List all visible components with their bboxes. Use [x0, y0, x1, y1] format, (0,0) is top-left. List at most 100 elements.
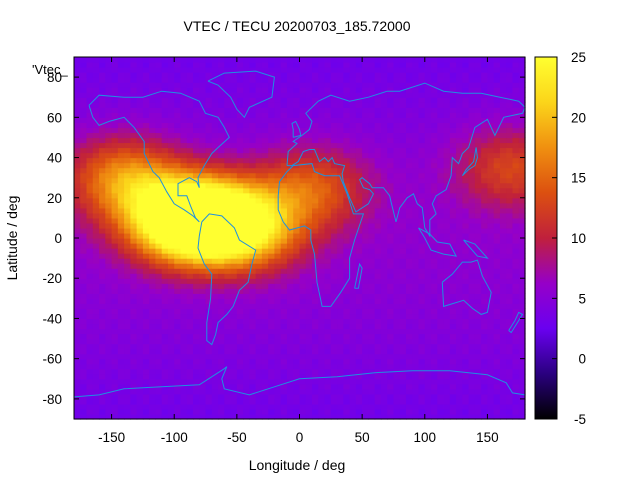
heatmap-cell	[117, 333, 125, 340]
heatmap-cell	[86, 348, 94, 355]
heatmap-cell	[268, 187, 276, 194]
heatmap-cell	[286, 353, 294, 360]
heatmap-cell	[193, 288, 200, 294]
heatmap-cell	[142, 368, 150, 375]
heatmap-cell	[449, 278, 457, 284]
heatmap-cell	[330, 227, 338, 234]
heatmap-cell	[299, 373, 307, 380]
heatmap-cell	[205, 207, 213, 214]
heatmap-cell	[105, 348, 113, 355]
heatmap-cell	[211, 363, 219, 370]
heatmap-cell	[437, 318, 445, 325]
heatmap-cell	[249, 298, 257, 304]
heatmap-cell	[117, 288, 125, 294]
heatmap-cell	[268, 67, 276, 73]
heatmap-cell	[180, 258, 188, 264]
heatmap-cell	[136, 243, 144, 249]
heatmap-cell	[481, 368, 489, 375]
heatmap-cell	[230, 162, 238, 169]
heatmap-cell	[130, 348, 138, 355]
heatmap-cell	[318, 67, 326, 73]
heatmap-cell	[343, 127, 351, 134]
heatmap-cell	[211, 408, 219, 415]
heatmap-cell	[405, 107, 413, 113]
heatmap-cell	[124, 278, 131, 284]
heatmap-cell	[218, 77, 225, 83]
heatmap-cell	[155, 97, 163, 103]
heatmap-cell	[368, 373, 376, 380]
heatmap-cell	[405, 263, 413, 269]
heatmap-cell	[349, 248, 357, 254]
heatmap-cell	[493, 157, 501, 164]
heatmap-cell	[330, 97, 338, 103]
heatmap-cell	[330, 393, 338, 400]
heatmap-cell	[387, 152, 395, 159]
heatmap-cell	[261, 358, 269, 365]
heatmap-cell	[405, 283, 413, 289]
heatmap-cell	[299, 117, 307, 123]
heatmap-cell	[74, 298, 81, 304]
heatmap-cell	[186, 72, 194, 78]
heatmap-cell	[111, 343, 119, 350]
heatmap-cell	[142, 87, 150, 93]
heatmap-cell	[224, 152, 232, 159]
heatmap-cell	[431, 283, 438, 289]
heatmap-cell	[299, 232, 307, 239]
heatmap-cell	[487, 107, 495, 113]
heatmap-cell	[374, 67, 382, 73]
heatmap-cell	[224, 328, 232, 335]
heatmap-cell	[124, 132, 131, 139]
heatmap-cell	[268, 157, 276, 164]
heatmap-cell	[211, 348, 219, 355]
heatmap-cell	[249, 197, 257, 204]
heatmap-cell	[155, 283, 163, 289]
heatmap-cell	[312, 283, 319, 289]
heatmap-cell	[424, 398, 432, 405]
heatmap-cell	[499, 112, 507, 118]
heatmap-cell	[412, 343, 420, 350]
heatmap-cell	[337, 137, 344, 144]
heatmap-cell	[130, 197, 138, 204]
heatmap-cell	[230, 273, 238, 279]
heatmap-cell	[487, 248, 495, 254]
heatmap-cell	[468, 112, 476, 118]
heatmap-cell	[412, 358, 420, 365]
heatmap-cell	[117, 82, 125, 88]
heatmap-cell	[117, 338, 125, 345]
heatmap-cell	[399, 288, 407, 294]
heatmap-cell	[274, 403, 282, 410]
heatmap-cell	[337, 192, 344, 199]
heatmap-cell	[305, 323, 313, 330]
heatmap-cell	[405, 207, 413, 214]
heatmap-cell	[174, 403, 182, 410]
heatmap-cell	[324, 202, 332, 209]
heatmap-cell	[481, 388, 489, 395]
heatmap-cell	[193, 323, 200, 330]
heatmap-cell	[280, 358, 288, 365]
heatmap-cell	[124, 232, 131, 239]
heatmap-cell	[405, 243, 413, 249]
heatmap-cell	[286, 268, 294, 274]
heatmap-cell	[493, 278, 501, 284]
heatmap-cell	[468, 403, 476, 410]
heatmap-cell	[412, 258, 420, 264]
heatmap-cell	[487, 363, 495, 370]
heatmap-cell	[312, 227, 319, 234]
heatmap-cell	[261, 263, 269, 269]
heatmap-cell	[268, 358, 276, 365]
heatmap-cell	[318, 238, 326, 244]
heatmap-cell	[443, 383, 451, 390]
heatmap-cell	[355, 408, 363, 415]
heatmap-cell	[499, 343, 507, 350]
heatmap-cell	[99, 102, 106, 108]
heatmap-cell	[337, 177, 344, 184]
heatmap-cell	[117, 187, 125, 194]
heatmap-cell	[462, 273, 470, 279]
heatmap-cell	[136, 157, 144, 164]
heatmap-cell	[155, 398, 163, 405]
heatmap-cell	[362, 67, 369, 73]
heatmap-cell	[174, 303, 182, 309]
heatmap-cell	[180, 338, 188, 345]
heatmap-cell	[255, 308, 263, 315]
heatmap-cell	[293, 67, 301, 73]
